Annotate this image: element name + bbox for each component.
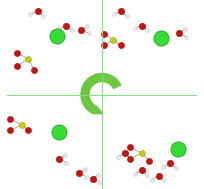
Point: [140, 169, 143, 172]
Point: [42, 15, 45, 18]
Point: [83, 168, 87, 171]
Point: [9, 129, 12, 132]
Point: [162, 166, 165, 169]
Point: [113, 13, 116, 16]
Point: [102, 44, 105, 47]
Point: [9, 118, 12, 121]
Point: [85, 25, 89, 28]
Point: [129, 156, 132, 159]
Point: [96, 173, 100, 176]
Point: [15, 51, 19, 54]
Point: [119, 10, 123, 13]
Point: [70, 29, 73, 32]
Point: [184, 28, 187, 31]
Point: [123, 152, 126, 155]
Point: [64, 161, 68, 164]
Point: [169, 162, 172, 165]
Point: [151, 178, 154, 181]
Point: [55, 34, 58, 37]
Point: [58, 131, 61, 134]
Point: [133, 27, 137, 30]
Point: [15, 65, 19, 68]
Point: [140, 152, 143, 155]
Point: [116, 155, 120, 158]
Point: [80, 29, 83, 32]
Point: [98, 181, 101, 184]
Polygon shape: [80, 73, 122, 114]
Point: [184, 35, 188, 38]
Point: [157, 174, 160, 177]
Point: [78, 171, 81, 174]
Point: [58, 157, 61, 160]
Point: [140, 24, 143, 27]
Point: [84, 175, 88, 178]
Point: [146, 173, 149, 176]
Point: [178, 32, 181, 35]
Point: [148, 159, 151, 162]
Point: [27, 129, 30, 132]
Point: [36, 10, 39, 13]
Point: [87, 32, 90, 35]
Point: [29, 13, 32, 16]
Point: [146, 29, 149, 32]
Point: [176, 148, 179, 151]
Point: [174, 167, 177, 170]
Point: [125, 15, 128, 18]
Point: [133, 172, 137, 175]
Point: [63, 153, 67, 156]
Point: [64, 24, 68, 27]
Point: [119, 44, 123, 47]
Point: [102, 33, 105, 36]
Point: [112, 38, 115, 41]
Point: [163, 179, 166, 182]
Point: [91, 177, 94, 180]
Point: [20, 123, 23, 126]
Point: [129, 146, 132, 149]
Point: [32, 68, 35, 71]
Point: [27, 57, 30, 60]
Point: [159, 36, 162, 39]
Point: [129, 157, 132, 160]
Point: [57, 27, 60, 30]
